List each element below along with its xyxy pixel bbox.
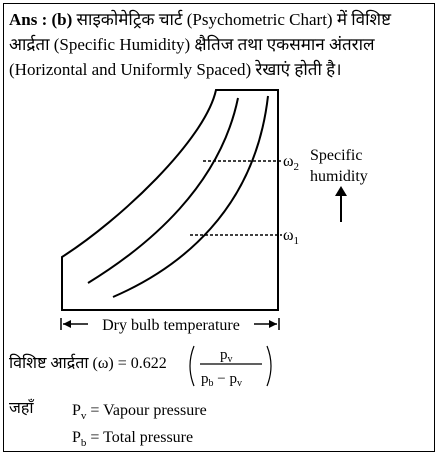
formula-left-paren [189, 345, 195, 387]
curve-1 [87, 97, 239, 284]
up-arrow-icon [335, 186, 347, 196]
where-label: जहाँ [9, 398, 35, 417]
answer-text: साइकोमेट्रिक चार्ट (Psychometric Chart) … [9, 10, 391, 79]
specific-label: Specific [310, 147, 362, 164]
formula-right-paren [266, 345, 272, 387]
answer-paragraph: Ans : (b) साइकोमेट्रिक चार्ट (Psychometr… [9, 7, 433, 82]
pv-definition: Pv = Vapour pressure [72, 402, 207, 422]
answer-prefix: Ans : (b) [9, 10, 73, 29]
formula-lhs: विशिष्ट आर्द्रता (ω) = 0.622 [9, 353, 167, 372]
humidity-label: humidity [310, 168, 368, 185]
pb-definition: Pb = Total pressure [72, 429, 193, 449]
omega1-label: ω1 [283, 227, 299, 247]
x-arrow-right-icon [269, 320, 277, 328]
answer-box [3, 3, 435, 452]
formula-numerator: pv [220, 347, 233, 365]
curve-2 [112, 95, 269, 298]
x-arrow-left-icon [63, 320, 71, 328]
chart-outline [61, 89, 279, 311]
x-axis-label: Dry bulb temperature [102, 317, 240, 334]
formula-denominator: pb − pv [201, 371, 242, 389]
omega2-label: ω2 [283, 153, 299, 173]
